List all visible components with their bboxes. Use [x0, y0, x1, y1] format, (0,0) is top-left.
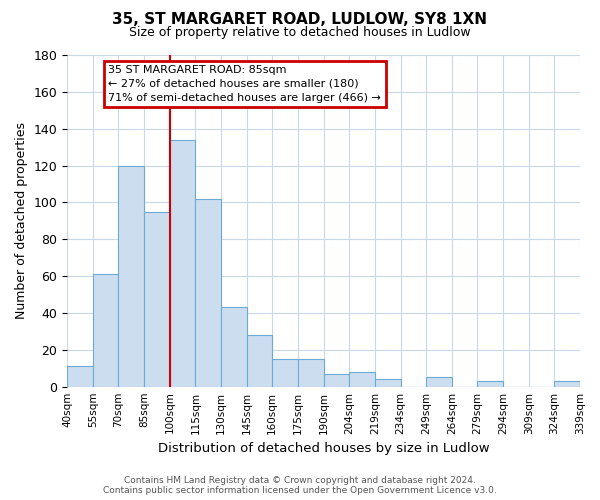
Bar — [323, 374, 349, 386]
Y-axis label: Number of detached properties: Number of detached properties — [15, 122, 28, 320]
X-axis label: Distribution of detached houses by size in Ludlow: Distribution of detached houses by size … — [158, 442, 490, 455]
Bar — [67, 366, 93, 386]
Bar — [272, 359, 298, 386]
Bar — [349, 372, 375, 386]
Bar — [144, 212, 170, 386]
Bar — [93, 274, 118, 386]
Bar — [298, 359, 323, 386]
Text: Size of property relative to detached houses in Ludlow: Size of property relative to detached ho… — [129, 26, 471, 39]
Bar — [375, 380, 401, 386]
Bar — [247, 335, 272, 386]
Bar — [426, 378, 452, 386]
Bar — [196, 198, 221, 386]
Text: Contains HM Land Registry data © Crown copyright and database right 2024.
Contai: Contains HM Land Registry data © Crown c… — [103, 476, 497, 495]
Text: 35, ST MARGARET ROAD, LUDLOW, SY8 1XN: 35, ST MARGARET ROAD, LUDLOW, SY8 1XN — [113, 12, 487, 28]
Text: 35 ST MARGARET ROAD: 85sqm
← 27% of detached houses are smaller (180)
71% of sem: 35 ST MARGARET ROAD: 85sqm ← 27% of deta… — [108, 65, 381, 103]
Bar — [554, 381, 580, 386]
Bar — [118, 166, 144, 386]
Bar — [478, 381, 503, 386]
Bar — [170, 140, 196, 386]
Bar — [221, 308, 247, 386]
